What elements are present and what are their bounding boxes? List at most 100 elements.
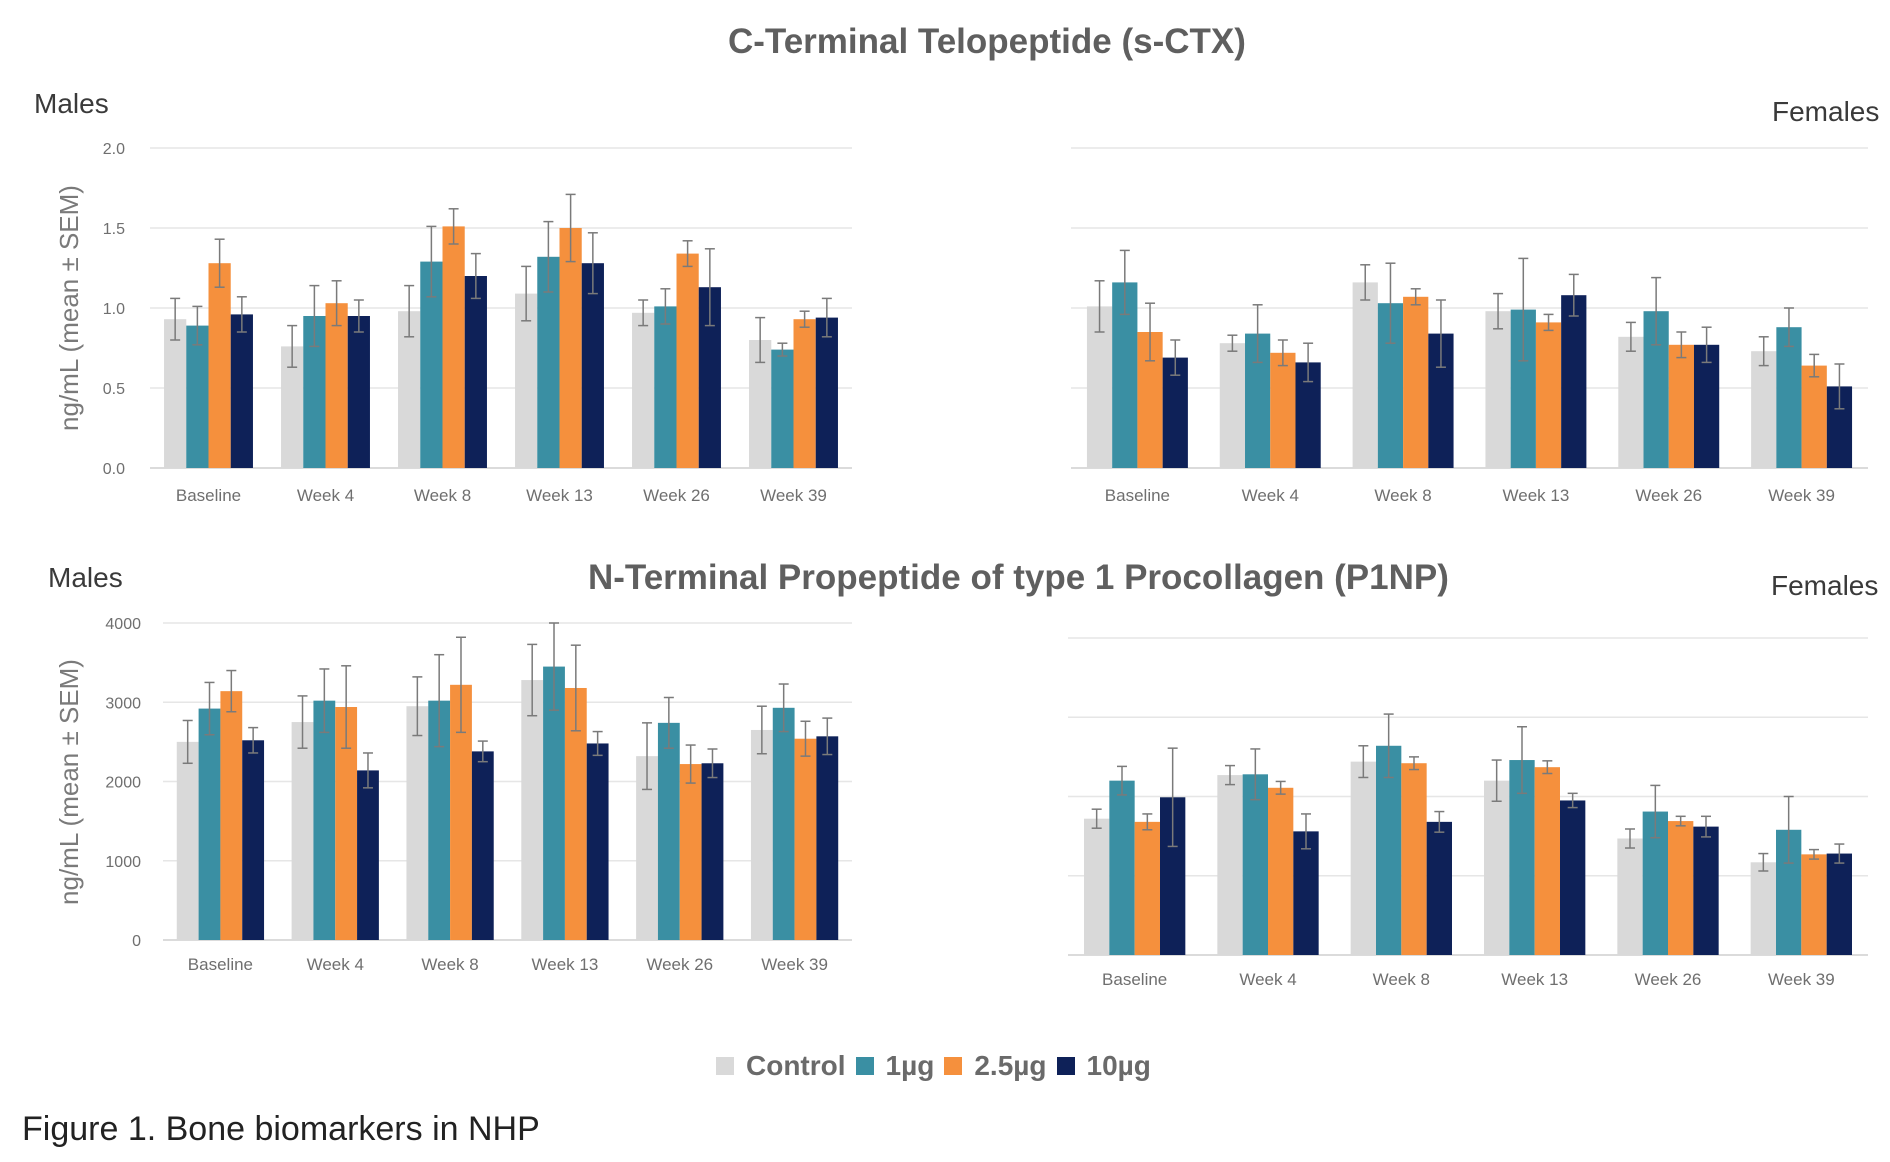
- bar: [472, 751, 494, 940]
- bar: [1669, 345, 1694, 468]
- bar: [654, 306, 676, 468]
- bar: [220, 691, 242, 940]
- x-tick-label: Week 8: [421, 955, 478, 974]
- bar: [1220, 343, 1245, 468]
- legend-swatch-2-5ug: [944, 1057, 962, 1075]
- chart-panel-0: 0.00.51.01.52.0ng/mL (mean ± SEM)Baselin…: [54, 141, 852, 505]
- bar: [794, 319, 816, 468]
- bar: [1401, 763, 1426, 955]
- bar: [164, 319, 186, 468]
- bar: [1485, 311, 1510, 468]
- bar: [348, 316, 370, 468]
- x-tick-label: Baseline: [188, 955, 253, 974]
- figure-caption: Figure 1. Bone biomarkers in NHP: [22, 1110, 540, 1149]
- bar: [1561, 295, 1586, 468]
- legend-item-control: Control: [716, 1050, 846, 1082]
- bar: [1802, 366, 1827, 468]
- x-tick-label: Week 8: [1374, 486, 1431, 505]
- bar: [1109, 781, 1134, 955]
- bar: [1353, 282, 1378, 468]
- legend-label-2-5ug: 2.5µg: [974, 1050, 1046, 1082]
- legend-swatch-10ug: [1057, 1057, 1075, 1075]
- legend: Control 1µg 2.5µg 10µg: [716, 1050, 1161, 1082]
- x-tick-label: Week 4: [307, 955, 364, 974]
- bar: [816, 736, 838, 940]
- legend-label-control: Control: [746, 1050, 846, 1082]
- legend-item-10ug: 10µg: [1057, 1050, 1151, 1082]
- legend-label-1ug: 1µg: [886, 1050, 935, 1082]
- bar: [1351, 762, 1376, 955]
- bar: [658, 723, 680, 940]
- bar: [1084, 819, 1109, 955]
- x-tick-label: Week 13: [1501, 970, 1568, 989]
- bar: [242, 740, 264, 940]
- bar: [199, 709, 221, 940]
- y-tick-label: 2.0: [103, 141, 125, 158]
- x-tick-label: Week 8: [1373, 970, 1430, 989]
- bar: [1776, 327, 1801, 468]
- bar: [326, 303, 348, 468]
- chart-panel-2: 0 1000 2000 3000 4000 ng/mL (mean ± SEM) Basel…: [54, 616, 852, 974]
- x-tick-label: Week 26: [1635, 486, 1702, 505]
- x-tick-label: Week 39: [760, 486, 827, 505]
- bar: [1668, 821, 1693, 955]
- bar: [1560, 800, 1585, 955]
- bar: [1751, 351, 1776, 468]
- legend-swatch-control: [716, 1057, 734, 1075]
- bar: [587, 743, 609, 940]
- y-tick-label: 1000: [105, 854, 141, 871]
- bar: [521, 680, 543, 940]
- bar: [443, 226, 465, 468]
- bar: [177, 742, 199, 940]
- x-tick-label: Baseline: [1102, 970, 1167, 989]
- bar: [1427, 822, 1452, 955]
- y-axis-label: ng/mL (mean ± SEM): [54, 185, 84, 431]
- legend-swatch-1ug: [856, 1057, 874, 1075]
- y-tick-label: 1.5: [103, 221, 125, 238]
- bar: [1536, 322, 1561, 468]
- bar: [1618, 337, 1643, 468]
- bar: [406, 706, 428, 940]
- y-axis-label: ng/mL (mean ± SEM): [54, 659, 84, 905]
- x-tick-label: Week 4: [1239, 970, 1296, 989]
- x-tick-label: Week 26: [643, 486, 710, 505]
- x-tick-label: Week 39: [1768, 970, 1835, 989]
- bar: [773, 708, 795, 940]
- x-tick-label: Week 8: [414, 486, 471, 505]
- bar: [771, 350, 793, 468]
- bar: [1535, 767, 1560, 955]
- bar: [231, 314, 253, 468]
- x-tick-label: Week 39: [761, 955, 828, 974]
- legend-item-1ug: 1µg: [856, 1050, 935, 1082]
- bar: [1270, 353, 1295, 468]
- x-tick-label: Baseline: [176, 486, 241, 505]
- bar: [751, 730, 773, 940]
- bar: [313, 701, 335, 940]
- bar: [1801, 854, 1826, 955]
- bar: [292, 722, 314, 940]
- y-tick-label: 1.0: [103, 301, 125, 318]
- y-tick-label: 3000: [105, 695, 141, 712]
- bar: [680, 764, 702, 940]
- bar-charts: 0.00.51.01.52.0ng/mL (mean ± SEM)Baselin…: [0, 0, 1890, 1060]
- bar: [1293, 831, 1318, 955]
- legend-item-2-5ug: 2.5µg: [944, 1050, 1046, 1082]
- x-tick-label: Week 39: [1768, 486, 1835, 505]
- y-tick-label: 4000: [105, 616, 141, 633]
- x-tick-label: Week 4: [1242, 486, 1299, 505]
- bar: [795, 739, 817, 940]
- bar: [1403, 297, 1428, 468]
- bar: [632, 313, 654, 468]
- chart-panel-3: BaselineWeek 4Week 8Week 13Week 26Week 3…: [1068, 638, 1868, 989]
- chart-panel-1: BaselineWeek 4Week 8Week 13Week 26Week 3…: [1071, 148, 1868, 505]
- bar: [1694, 345, 1719, 468]
- bar: [1617, 839, 1642, 955]
- bar: [702, 763, 724, 940]
- y-tick-label: 0: [132, 933, 141, 950]
- x-tick-label: Week 13: [1503, 486, 1570, 505]
- bar: [677, 254, 699, 468]
- y-tick-label: 2000: [105, 775, 141, 792]
- bar: [209, 263, 231, 468]
- bar: [465, 276, 487, 468]
- bar: [1751, 862, 1776, 955]
